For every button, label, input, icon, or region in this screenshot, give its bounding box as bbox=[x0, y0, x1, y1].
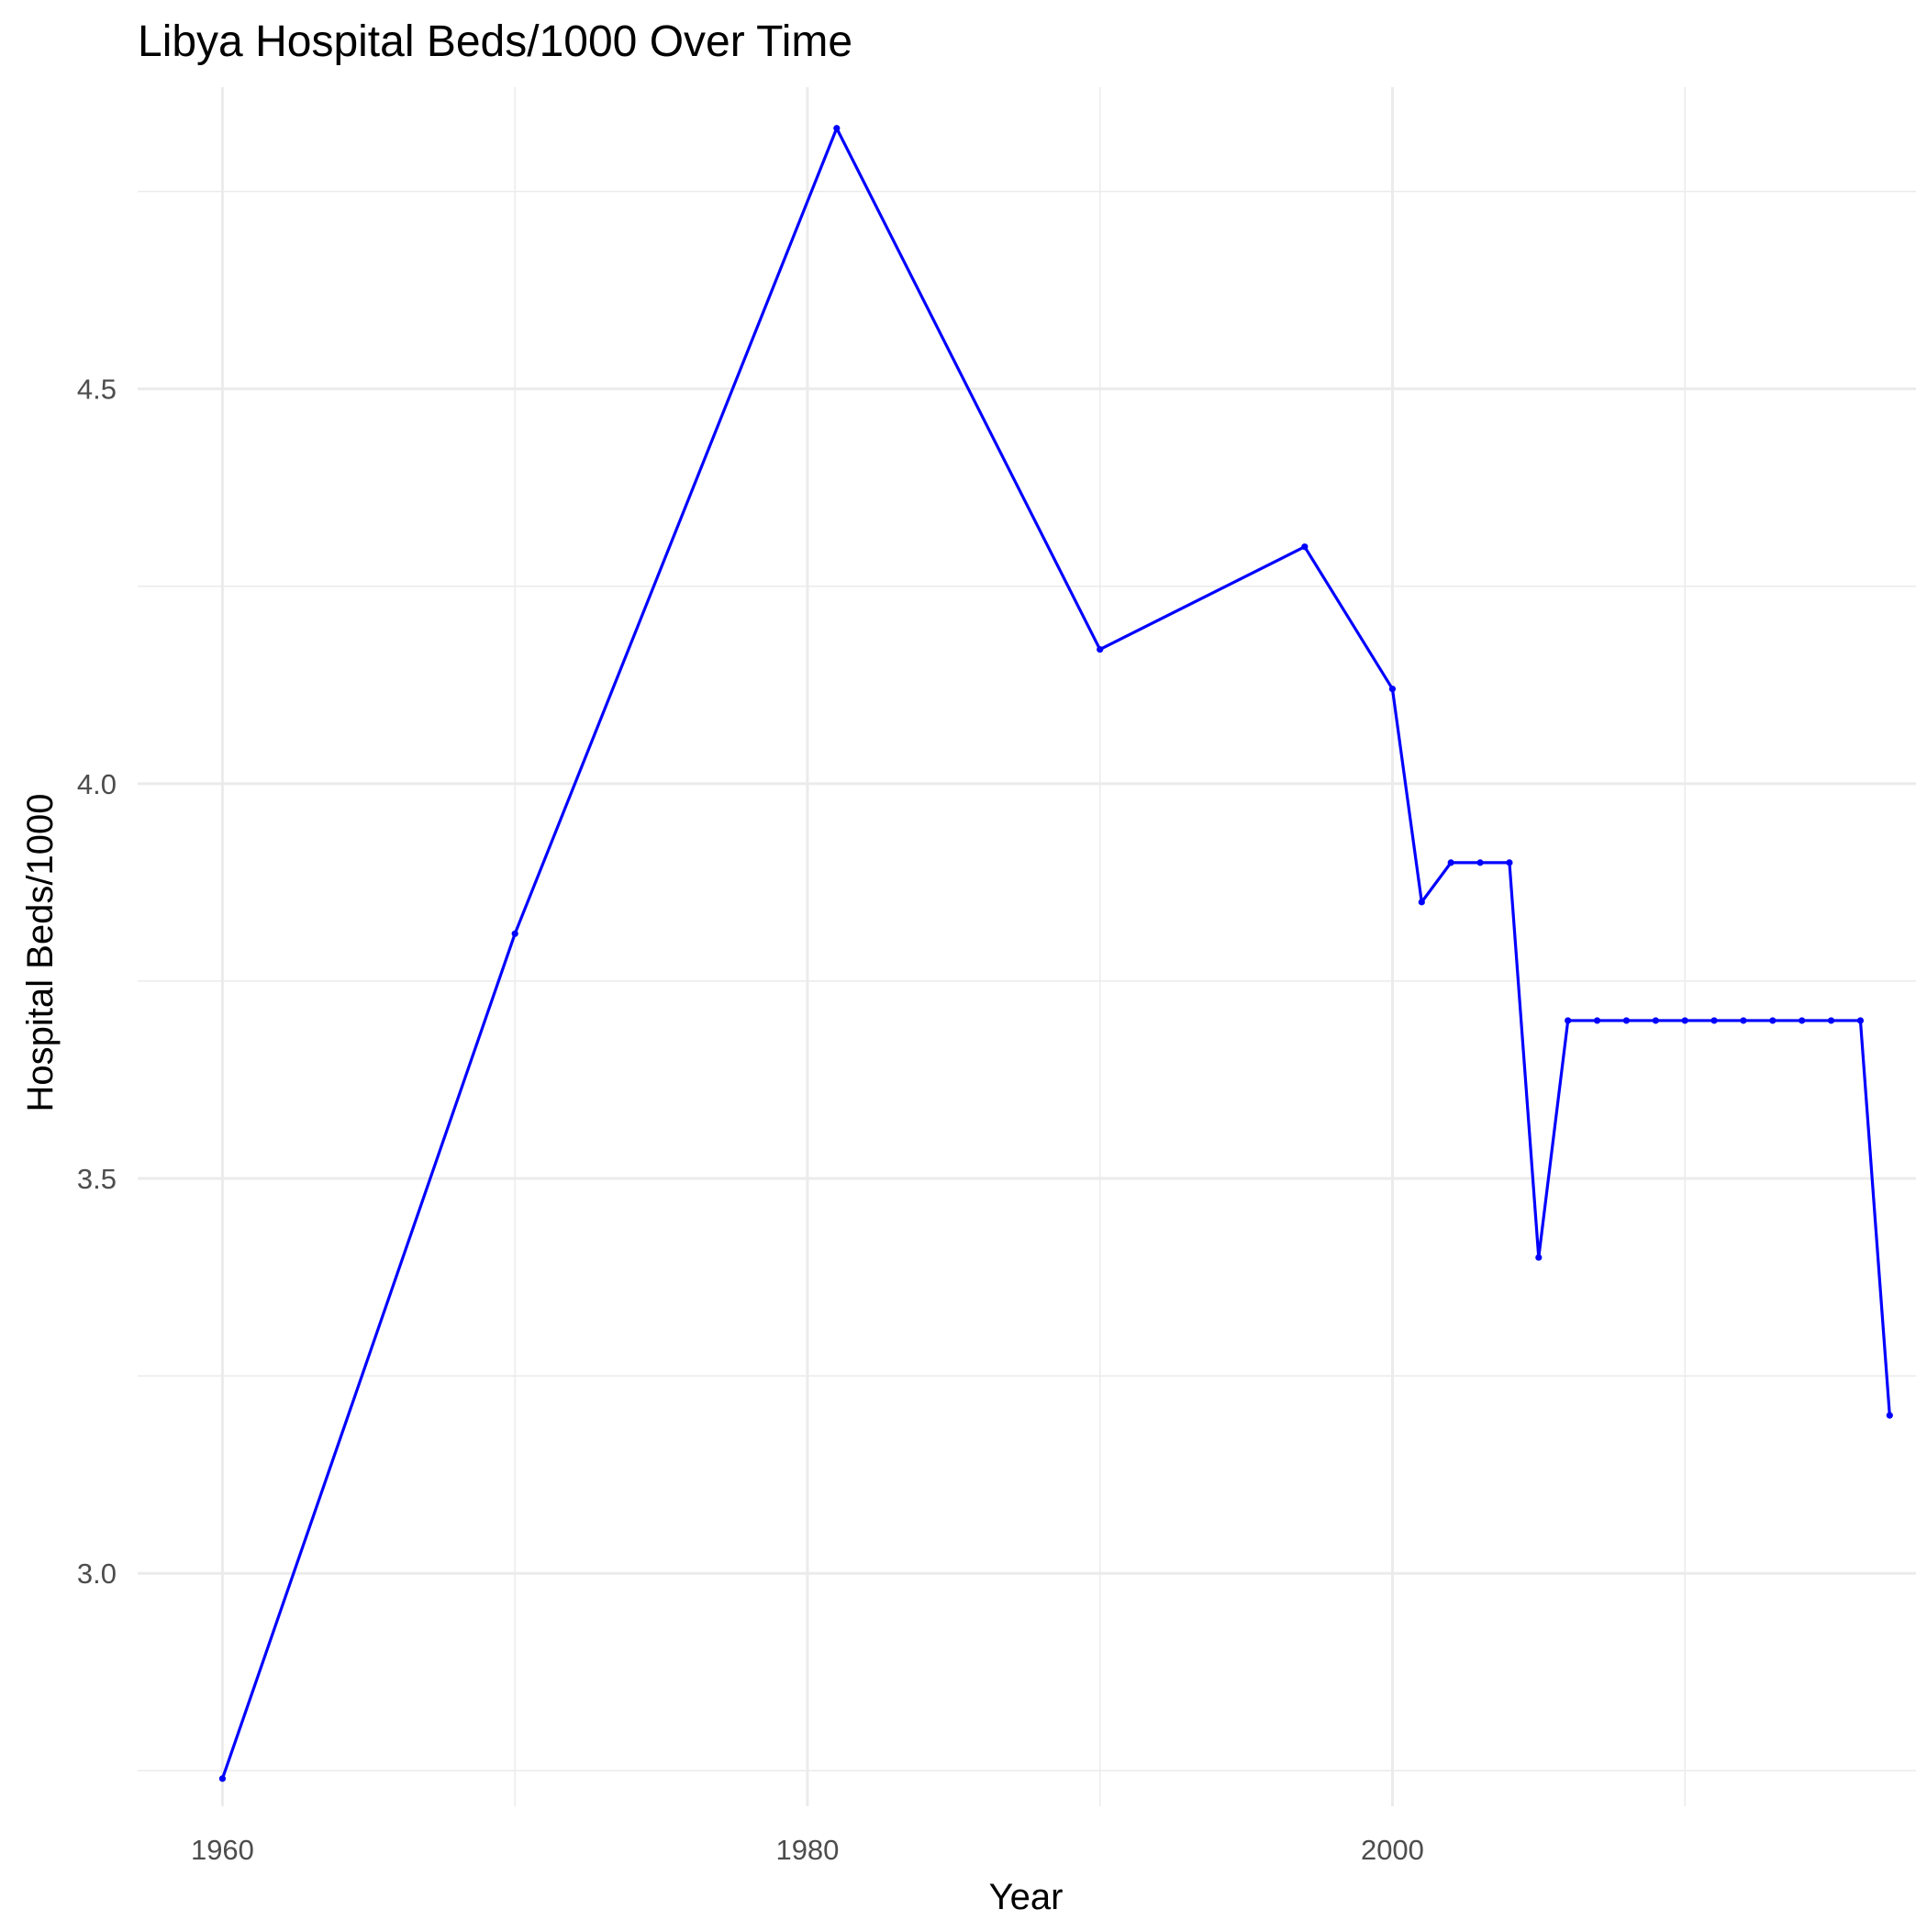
data-point bbox=[1827, 1017, 1835, 1024]
data-point bbox=[1097, 645, 1104, 653]
x-tick-label: 1960 bbox=[191, 1834, 254, 1866]
y-tick-label: 3.5 bbox=[77, 1163, 117, 1195]
data-point bbox=[1622, 1017, 1631, 1024]
data-point bbox=[1652, 1017, 1659, 1024]
data-point bbox=[1447, 859, 1454, 866]
data-point bbox=[833, 125, 841, 132]
x-tick-label: 1980 bbox=[775, 1834, 839, 1866]
x-tick-label: 2000 bbox=[1361, 1834, 1424, 1866]
y-tick-label: 4.5 bbox=[77, 374, 117, 406]
data-point bbox=[1886, 1412, 1893, 1419]
data-point bbox=[1565, 1017, 1572, 1024]
series-lines bbox=[220, 127, 1891, 1781]
series-points bbox=[218, 125, 1893, 1782]
data-point bbox=[1506, 859, 1513, 866]
data-point bbox=[1769, 1017, 1777, 1024]
data-point bbox=[1535, 1254, 1543, 1261]
data-point bbox=[1301, 543, 1309, 551]
data-point bbox=[1388, 685, 1397, 693]
y-tick-label: 3.0 bbox=[77, 1558, 117, 1590]
data-point bbox=[1740, 1017, 1747, 1024]
data-point bbox=[218, 1775, 227, 1782]
x-axis-title: Year bbox=[989, 1877, 1064, 1917]
data-point bbox=[1856, 1017, 1865, 1024]
grid bbox=[138, 87, 1916, 1806]
data-point bbox=[1418, 899, 1425, 906]
series-line bbox=[220, 127, 1891, 1781]
y-axis-ticks: 3.0 3.5 4.0 4.5 bbox=[77, 374, 117, 1591]
y-axis-title: Hospital Beds/1000 bbox=[20, 794, 61, 1112]
data-point bbox=[1710, 1017, 1718, 1024]
chart-title: Libya Hospital Beds/1000 Over Time bbox=[138, 17, 852, 66]
y-tick-label: 4.0 bbox=[77, 768, 117, 800]
data-point bbox=[1476, 859, 1484, 866]
data-point bbox=[1681, 1017, 1688, 1024]
data-point bbox=[511, 930, 518, 937]
x-axis-ticks: 1960 1980 2000 bbox=[191, 1834, 1424, 1866]
data-point bbox=[1799, 1017, 1806, 1024]
data-point bbox=[1593, 1017, 1601, 1024]
